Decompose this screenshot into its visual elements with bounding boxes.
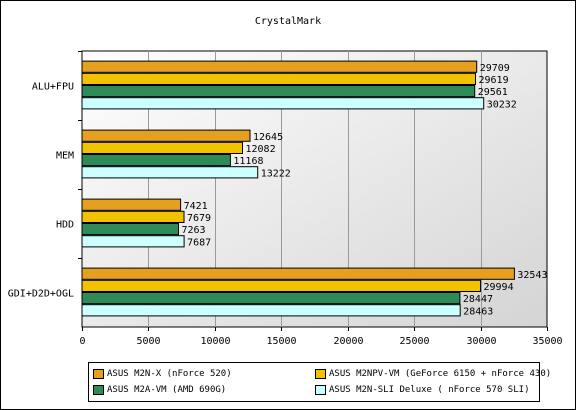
bar [81, 304, 461, 317]
bar-value-label: 11168 [233, 156, 263, 167]
legend-swatch [315, 385, 326, 395]
bar-value-label: 29994 [484, 282, 514, 293]
legend-swatch [315, 369, 326, 379]
x-tick-label: 35000 [532, 336, 562, 347]
bar [81, 198, 182, 211]
legend-item-m2a-vm: ASUS M2A-VM (AMD 690G) [93, 384, 226, 396]
bar [81, 279, 481, 292]
legend-item-m2n-x: ASUS M2N-X (nForce 520) [93, 368, 232, 380]
bar [81, 210, 185, 224]
x-tick-label: 30000 [466, 336, 496, 347]
bar-value-label: 13222 [261, 168, 291, 179]
bar [81, 166, 259, 179]
x-tick-label: 15000 [266, 336, 296, 347]
bar-value-label: 7687 [187, 237, 211, 248]
legend-label: ASUS M2NPV-VM (GeForce 6150 + nForce 430… [329, 369, 552, 379]
x-tick-label: 20000 [333, 336, 363, 347]
legend-label: ASUS M2N-SLI Deluxe ( nForce 570 SLI) [329, 385, 530, 395]
bar-value-label: 32543 [517, 270, 547, 281]
bar-value-label: 28447 [463, 294, 493, 305]
bar-value-label: 29709 [480, 63, 510, 74]
legend-swatch [93, 369, 104, 379]
bar-value-label: 30232 [487, 99, 517, 110]
category-label: MEM [56, 151, 74, 162]
legend-swatch [93, 385, 104, 395]
x-tick-label: 0 [79, 336, 85, 347]
bar-value-label: 7421 [184, 201, 208, 212]
bar [81, 60, 478, 73]
x-axis-ticks: 0 5000 10000 15000 20000 25000 30000 35000 [79, 327, 563, 347]
bars [81, 60, 515, 317]
bar [81, 129, 251, 142]
bar-value-label: 29561 [478, 87, 508, 98]
bar-value-label: 7679 [187, 213, 211, 224]
bar-value-label: 12645 [253, 132, 283, 143]
bar [81, 267, 515, 280]
bar-value-label: 7263 [182, 225, 206, 236]
bar [81, 223, 179, 236]
legend-label: ASUS M2A-VM (AMD 690G) [107, 385, 227, 395]
category-label: HDD [56, 220, 74, 231]
chart-title: CrystalMark [254, 16, 322, 27]
bar [81, 85, 476, 98]
x-tick-label: 10000 [200, 336, 230, 347]
category-label: ALU+FPU [32, 82, 74, 93]
legend-item-m2npv-vm: ASUS M2NPV-VM (GeForce 6150 + nForce 430… [315, 368, 551, 380]
bar [81, 97, 485, 110]
bar-value-label: 29619 [479, 75, 509, 86]
x-tick-label: 25000 [399, 336, 429, 347]
bar [81, 141, 243, 155]
bar [81, 72, 476, 86]
bar-value-label: 12082 [246, 144, 276, 155]
bar [81, 292, 461, 305]
legend-item-m2n-sli-deluxe: ASUS M2N-SLI Deluxe ( nForce 570 SLI) [315, 384, 529, 396]
x-tick-label: 5000 [136, 336, 160, 347]
category-labels: ALU+FPU MEM HDD GDI+D2D+OGL [8, 51, 82, 300]
legend: ASUS M2N-X (nForce 520) ASUS M2NPV-VM (G… [88, 362, 551, 402]
legend-label: ASUS M2N-X (nForce 520) [107, 369, 232, 379]
bar [81, 235, 185, 248]
bar-value-label: 28463 [463, 306, 493, 317]
bar [81, 154, 231, 167]
category-label: GDI+D2D+OGL [8, 289, 74, 300]
